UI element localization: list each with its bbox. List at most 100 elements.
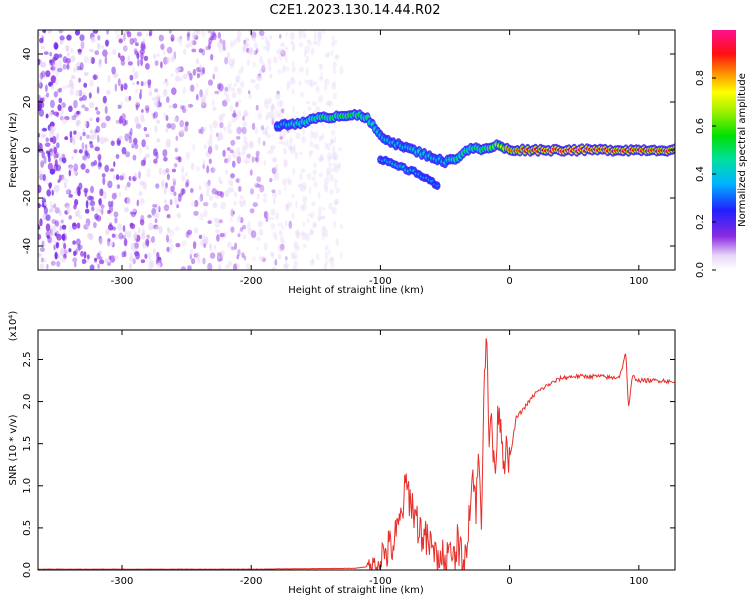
noise-speckle: [212, 120, 218, 129]
noise-speckle: [99, 237, 103, 245]
noise-speckle: [55, 241, 60, 247]
noise-speckle: [189, 249, 194, 255]
noise-speckle: [56, 132, 60, 140]
snr-ylabel: SNR (10 * v/v): [8, 414, 19, 485]
noise-speckle: [191, 258, 196, 265]
noise-speckle: [213, 217, 220, 223]
noise-speckle: [80, 250, 84, 257]
noise-speckle: [49, 52, 53, 57]
noise-speckle: [230, 226, 235, 233]
noise-speckle: [50, 231, 54, 238]
noise-speckle: [321, 233, 325, 241]
noise-speckle: [243, 135, 248, 144]
noise-speckle: [185, 179, 190, 187]
noise-speckle: [40, 160, 44, 168]
noise-speckle: [200, 30, 206, 38]
noise-speckle: [148, 259, 154, 265]
noise-speckle: [105, 228, 110, 234]
noise-speckle: [157, 262, 162, 268]
noise-speckle: [87, 195, 93, 201]
noise-speckle: [293, 240, 299, 249]
noise-speckle: [121, 147, 127, 155]
noise-speckle: [311, 201, 316, 207]
noise-speckle: [267, 150, 271, 155]
noise-speckle: [186, 229, 193, 235]
noise-speckle: [45, 84, 48, 93]
noise-speckle: [47, 156, 51, 163]
noise-speckle: [147, 214, 152, 219]
noise-speckle: [112, 48, 117, 55]
y-tick-label: 40: [22, 48, 33, 61]
noise-speckle: [59, 116, 64, 121]
noise-speckle: [152, 204, 158, 208]
noise-speckle: [65, 190, 69, 195]
noise-speckle: [75, 89, 80, 97]
noise-speckle: [116, 33, 121, 40]
noise-speckle: [182, 108, 188, 113]
noise-speckle: [50, 225, 57, 233]
noise-speckle: [284, 263, 289, 269]
noise-speckle: [115, 154, 120, 159]
noise-speckle: [265, 111, 271, 119]
noise-speckle: [291, 46, 295, 52]
noise-speckle: [329, 174, 335, 182]
noise-speckle: [68, 248, 72, 253]
noise-speckle: [214, 221, 220, 228]
noise-speckle: [71, 115, 77, 121]
noise-speckle: [172, 177, 177, 182]
noise-speckle: [278, 188, 282, 196]
noise-speckle: [145, 173, 152, 178]
noise-speckle: [92, 30, 99, 34]
noise-speckle: [307, 40, 312, 48]
noise-speckle: [241, 126, 247, 135]
noise-speckle: [58, 210, 63, 217]
noise-speckle: [202, 202, 209, 207]
noise-speckle: [145, 133, 150, 138]
noise-speckle: [334, 54, 340, 59]
noise-speckle: [270, 105, 276, 112]
noise-speckle: [326, 100, 332, 106]
noise-speckle: [195, 94, 199, 101]
noise-speckle: [258, 228, 264, 236]
noise-speckle: [108, 255, 112, 260]
noise-speckle: [329, 188, 334, 195]
noise-speckle: [126, 230, 132, 238]
noise-speckle: [266, 133, 272, 139]
noise-speckle: [156, 119, 160, 124]
noise-speckle: [230, 182, 234, 187]
noise-speckle: [312, 221, 316, 229]
noise-speckle: [175, 135, 179, 141]
noise-speckle: [240, 81, 245, 88]
noise-speckle: [249, 208, 255, 214]
noise-speckle: [52, 62, 58, 70]
noise-speckle: [291, 61, 295, 68]
noise-speckle: [192, 143, 196, 152]
noise-speckle: [127, 61, 133, 66]
noise-speckle: [199, 89, 203, 98]
noise-speckle: [210, 125, 213, 134]
noise-speckle: [51, 84, 54, 90]
noise-speckle: [126, 196, 131, 205]
noise-speckle: [102, 177, 106, 186]
noise-speckle: [153, 88, 159, 93]
noise-speckle: [43, 94, 49, 99]
noise-speckle: [308, 186, 312, 195]
noise-speckle: [183, 48, 187, 55]
noise-speckle: [333, 162, 338, 169]
noise-speckle: [109, 168, 115, 172]
noise-speckle: [39, 218, 43, 227]
noise-speckle: [101, 173, 106, 178]
noise-speckle: [142, 181, 147, 190]
noise-speckle: [240, 195, 244, 200]
noise-speckle: [263, 210, 269, 219]
noise-speckle: [124, 207, 129, 213]
noise-speckle: [318, 76, 324, 81]
noise-speckle: [212, 73, 216, 80]
noise-speckle: [280, 42, 285, 48]
noise-speckle: [339, 223, 344, 229]
noise-speckle: [297, 245, 300, 251]
noise-speckle: [126, 181, 131, 188]
noise-speckle: [267, 58, 272, 66]
noise-speckle: [237, 233, 241, 238]
